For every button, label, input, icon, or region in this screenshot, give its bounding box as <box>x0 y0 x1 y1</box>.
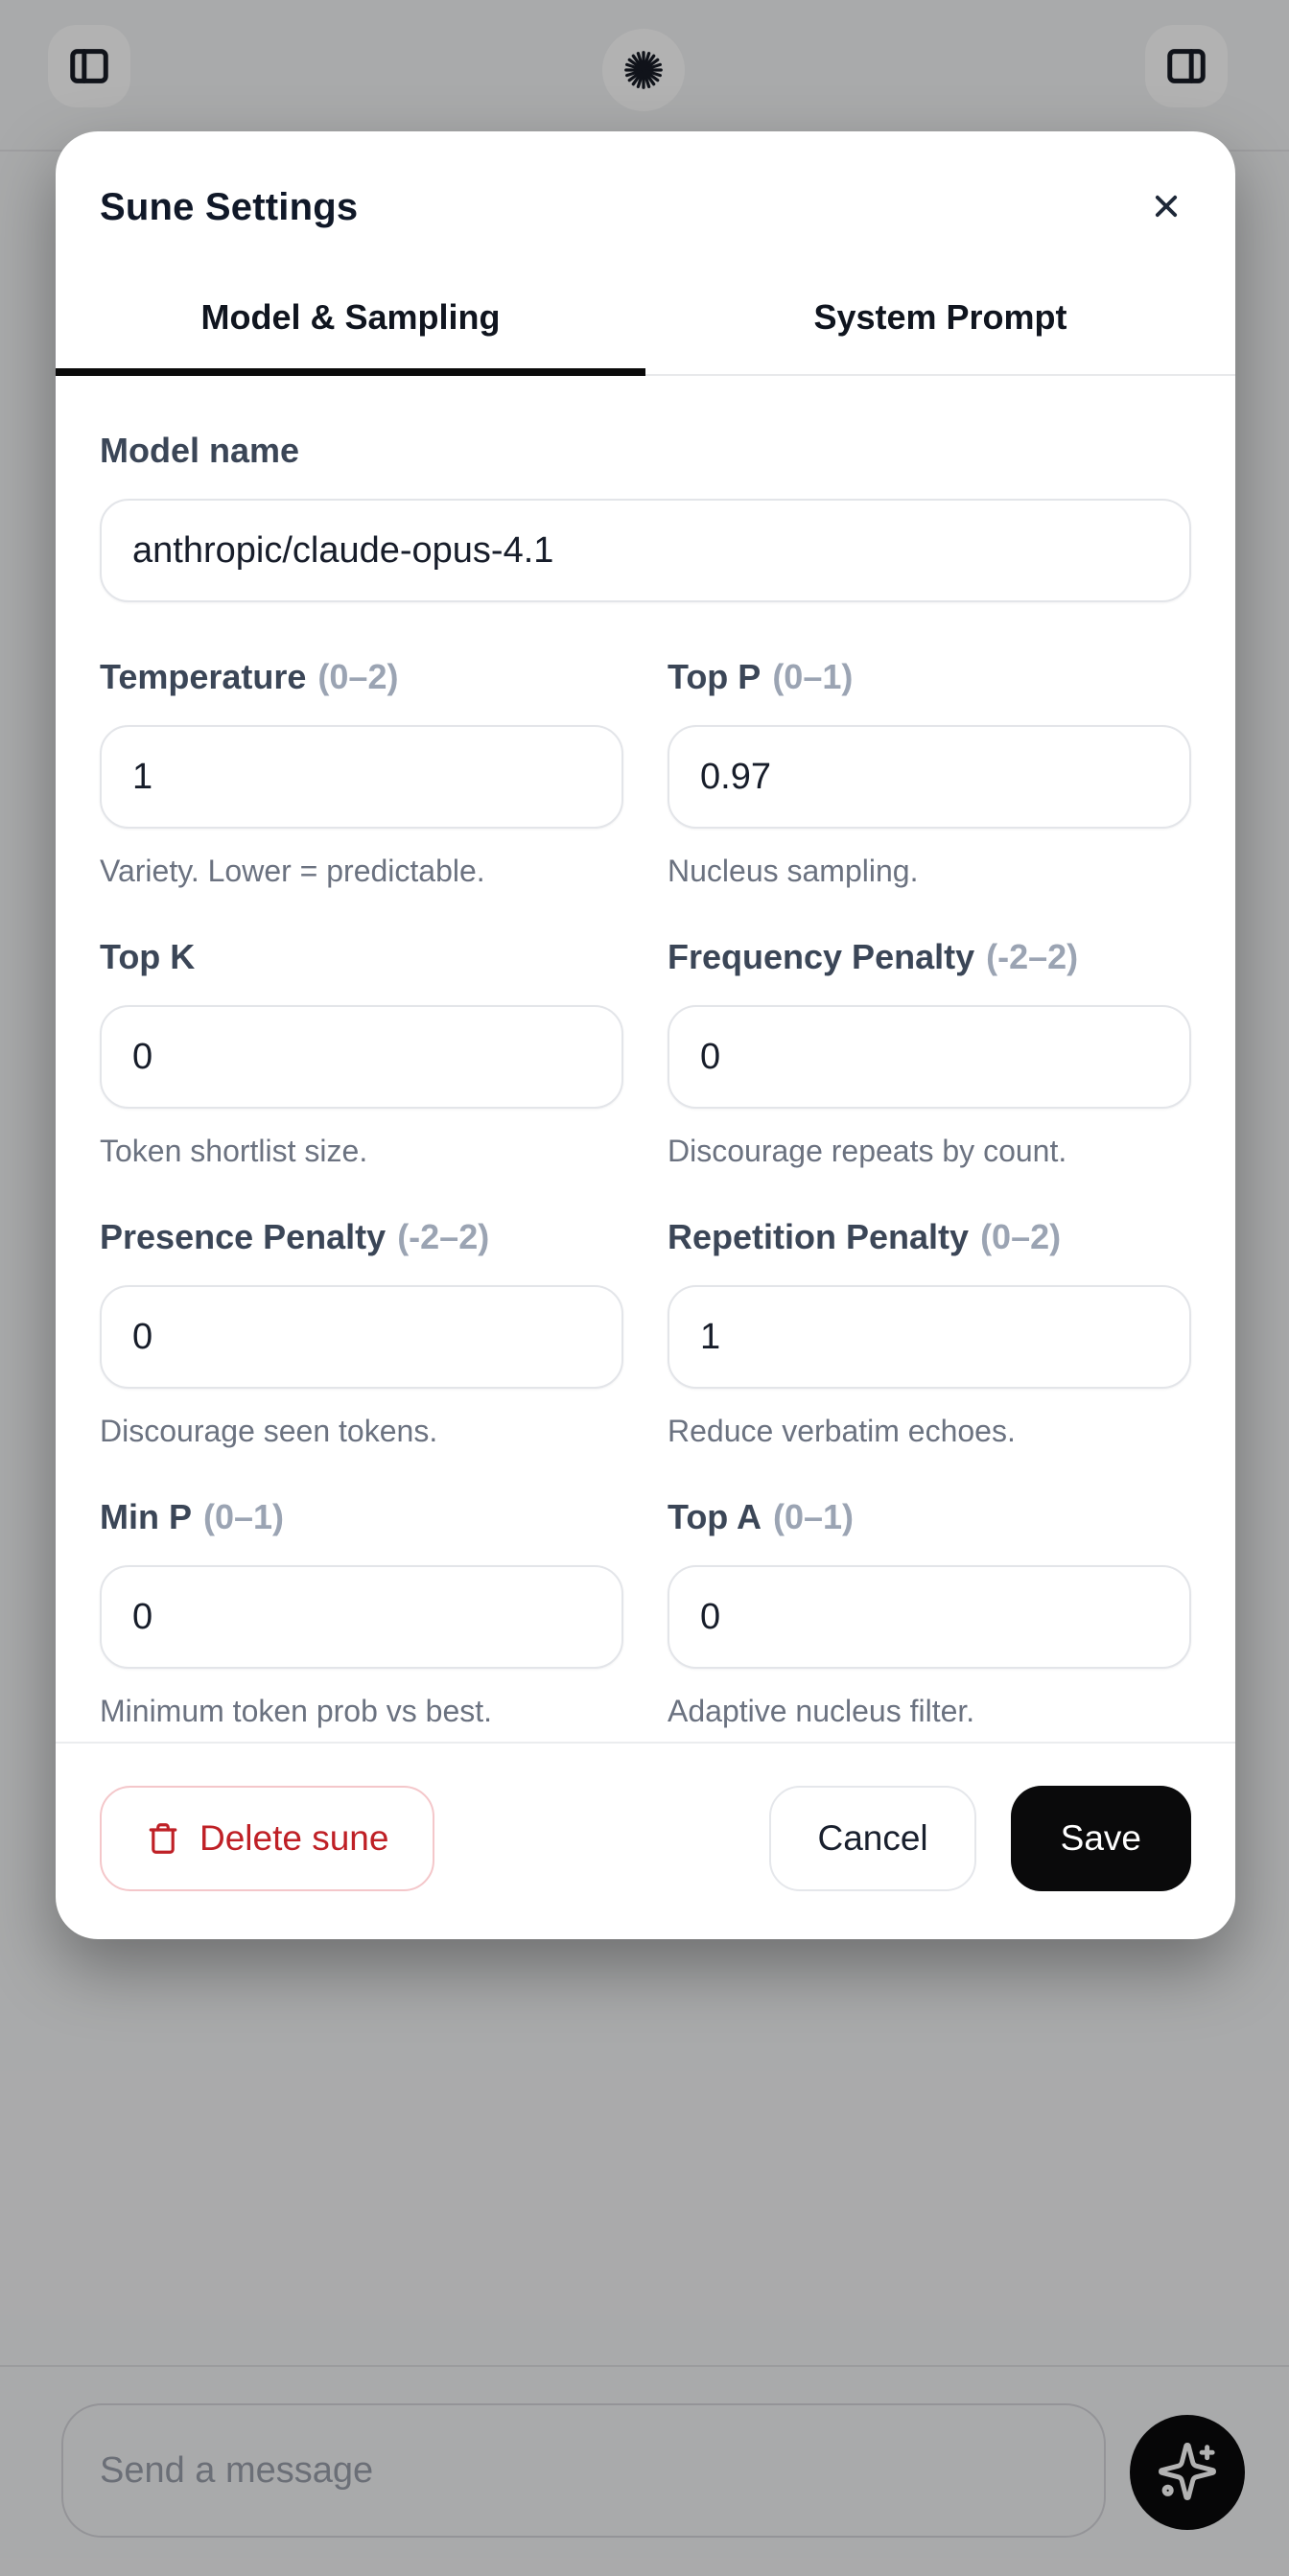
toggle-left-panel-button[interactable] <box>48 25 130 107</box>
field-hint: Token shortlist size. <box>100 1134 368 1168</box>
field-label-text: Frequency Penalty <box>668 937 975 976</box>
frequency-penalty-label: Frequency Penalty (-2–2) <box>668 936 1191 978</box>
composer-divider <box>0 2365 1289 2367</box>
field-hint: Minimum token prob vs best. <box>100 1694 493 1728</box>
delete-sune-button[interactable]: Delete sune <box>100 1786 435 1891</box>
top-a-input[interactable] <box>668 1565 1191 1669</box>
field-label-text: Min P <box>100 1497 192 1536</box>
field-hint: Discourage seen tokens. <box>100 1414 438 1448</box>
temperature-input[interactable] <box>100 725 623 829</box>
field-range-text: (0–2) <box>980 1217 1062 1256</box>
min-p-label: Min P (0–1) <box>100 1496 623 1538</box>
presence-penalty-label: Presence Penalty (-2–2) <box>100 1216 623 1258</box>
repetition-penalty-input[interactable] <box>668 1285 1191 1389</box>
message-input[interactable] <box>61 2403 1106 2538</box>
field-label-text: Temperature <box>100 657 307 696</box>
field-frequency-penalty: Frequency Penalty (-2–2) Discourage repe… <box>668 936 1191 1170</box>
settings-tabs: Model & Sampling System Prompt <box>56 272 1235 376</box>
modal-title: Sune Settings <box>100 186 359 228</box>
sparkles-icon <box>1156 2440 1219 2506</box>
frequency-penalty-input[interactable] <box>668 1005 1191 1109</box>
toggle-right-panel-button[interactable] <box>1145 25 1228 107</box>
top-k-label: Top K <box>100 936 623 978</box>
field-label-text: Top P <box>668 657 762 696</box>
field-label-text: Top A <box>668 1497 762 1536</box>
modal-content: Model name Temperature (0–2) Variety. Lo… <box>56 376 1235 1730</box>
top-p-label: Top P (0–1) <box>668 656 1191 698</box>
field-hint: Variety. Lower = predictable. <box>100 854 485 888</box>
modal-footer: Delete sune Cancel Save <box>56 1742 1235 1939</box>
field-range-text: (0–1) <box>772 1497 855 1536</box>
model-name-label: Model name <box>100 430 1191 472</box>
field-range-text: (-2–2) <box>986 937 1079 976</box>
field-top-k: Top K Token shortlist size. <box>100 936 623 1170</box>
burst-menu-button[interactable] <box>602 29 685 111</box>
field-label-text: Model name <box>100 431 300 470</box>
modal-header: Sune Settings <box>56 131 1235 272</box>
field-top-a: Top A (0–1) Adaptive nucleus filter. <box>668 1496 1191 1730</box>
field-range-text: (-2–2) <box>397 1217 490 1256</box>
field-presence-penalty: Presence Penalty (-2–2) Discourage seen … <box>100 1216 623 1450</box>
cancel-button[interactable]: Cancel <box>769 1786 976 1891</box>
sampling-params-grid: Temperature (0–2) Variety. Lower = predi… <box>100 656 1191 1730</box>
field-hint: Nucleus sampling. <box>668 854 919 888</box>
field-label-text: Repetition Penalty <box>668 1217 970 1256</box>
presence-penalty-input[interactable] <box>100 1285 623 1389</box>
min-p-input[interactable] <box>100 1565 623 1669</box>
top-a-label: Top A (0–1) <box>668 1496 1191 1538</box>
top-k-input[interactable] <box>100 1005 623 1109</box>
send-sparkle-button[interactable] <box>1130 2415 1245 2530</box>
trash-icon <box>146 1821 180 1856</box>
field-repetition-penalty: Repetition Penalty (0–2) Reduce verbatim… <box>668 1216 1191 1450</box>
field-hint: Discourage repeats by count. <box>668 1134 1067 1168</box>
starburst-icon <box>621 48 666 92</box>
field-label-text: Top K <box>100 937 196 976</box>
field-min-p: Min P (0–1) Minimum token prob vs best. <box>100 1496 623 1730</box>
panel-left-icon <box>67 44 111 88</box>
field-hint: Adaptive nucleus filter. <box>668 1694 975 1728</box>
panel-right-icon <box>1164 44 1208 88</box>
delete-sune-label: Delete sune <box>199 1818 389 1858</box>
tab-system-prompt[interactable]: System Prompt <box>645 272 1235 374</box>
close-button[interactable] <box>1141 181 1191 234</box>
field-model-name: Model name <box>100 430 1191 602</box>
field-top-p: Top P (0–1) Nucleus sampling. <box>668 656 1191 890</box>
temperature-label: Temperature (0–2) <box>100 656 623 698</box>
top-p-input[interactable] <box>668 725 1191 829</box>
tab-model-sampling[interactable]: Model & Sampling <box>56 272 645 376</box>
model-name-input[interactable] <box>100 499 1191 602</box>
field-label-text: Presence Penalty <box>100 1217 387 1256</box>
close-icon <box>1147 187 1185 228</box>
footer-actions: Cancel Save <box>769 1786 1191 1891</box>
field-range-text: (0–1) <box>772 657 854 696</box>
field-hint: Reduce verbatim echoes. <box>668 1414 1016 1448</box>
sune-settings-modal: Sune Settings Model & Sampling System Pr… <box>56 131 1235 1939</box>
save-button[interactable]: Save <box>1010 1786 1191 1891</box>
field-range-text: (0–1) <box>203 1497 285 1536</box>
repetition-penalty-label: Repetition Penalty (0–2) <box>668 1216 1191 1258</box>
field-temperature: Temperature (0–2) Variety. Lower = predi… <box>100 656 623 890</box>
field-range-text: (0–2) <box>317 657 399 696</box>
